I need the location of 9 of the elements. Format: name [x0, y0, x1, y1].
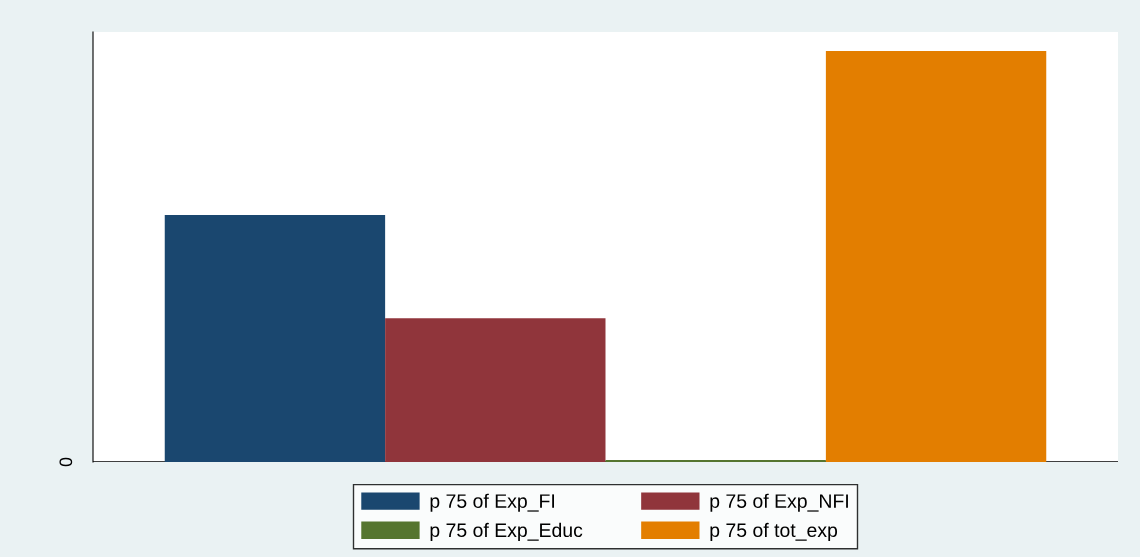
ref-line-label: 0	[59, 457, 73, 467]
legend-label: p 75 of Exp_Educ	[430, 522, 583, 541]
bar	[164, 214, 386, 462]
legend-label: p 75 of Exp_NFI	[710, 493, 848, 512]
bar	[605, 459, 826, 462]
bar	[825, 51, 1047, 462]
bar	[385, 318, 606, 462]
legend-label: p 75 of Exp_FI	[430, 493, 555, 512]
legend-label: p 75 of tot_exp	[710, 522, 838, 541]
